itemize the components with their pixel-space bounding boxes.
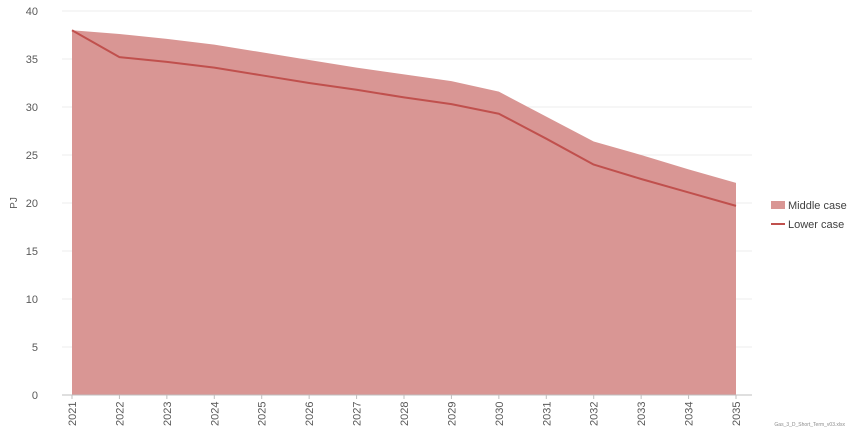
x-tick-label: 2023 [162, 402, 174, 426]
x-tick-label: 2027 [352, 402, 364, 426]
x-tick-label: 2034 [684, 402, 696, 426]
x-tick-label: 2030 [494, 402, 506, 426]
x-tick-label: 2024 [209, 402, 221, 426]
series-line-lower-case [71, 29, 737, 207]
y-tick-label: 10 [26, 294, 38, 306]
footnote: Gas_3_D_Short_Term_v03.xlsx [774, 422, 845, 428]
x-tick-label: 2022 [114, 402, 126, 426]
legend-label: Middle case [788, 200, 847, 212]
y-tick-label: 25 [26, 150, 38, 162]
legend-swatch-middle-case [771, 201, 785, 209]
y-tick-label: 20 [26, 198, 38, 210]
y-tick-label: 0 [32, 390, 38, 402]
x-tick-label: 2021 [67, 402, 79, 426]
legend: Middle case Lower case [771, 200, 847, 231]
x-tick-label: 2032 [589, 402, 601, 426]
plot-area [71, 29, 737, 395]
x-axis-ticks: 2021 2022 2023 2024 2025 2026 2027 2028 2029 2030… [67, 395, 743, 426]
y-tick-label: 40 [26, 6, 38, 18]
x-tick-label: 2033 [636, 402, 648, 426]
y-tick-label: 5 [32, 342, 38, 354]
y-tick-label: 15 [26, 246, 38, 258]
y-axis-ticks: 0 5 10 15 20 25 30 35 40 [26, 6, 38, 402]
y-axis-label: PJ [9, 197, 20, 209]
x-tick-label: 2029 [446, 402, 458, 426]
y-tick-label: 30 [26, 102, 38, 114]
legend-label: Lower case [788, 219, 844, 231]
x-tick-label: 2035 [731, 402, 743, 426]
x-tick-label: 2028 [399, 402, 411, 426]
series-area-middle-case [72, 30, 736, 395]
x-tick-label: 2025 [257, 402, 269, 426]
y-tick-label: 35 [26, 54, 38, 66]
x-tick-label: 2031 [541, 402, 553, 426]
x-tick-label: 2026 [304, 402, 316, 426]
